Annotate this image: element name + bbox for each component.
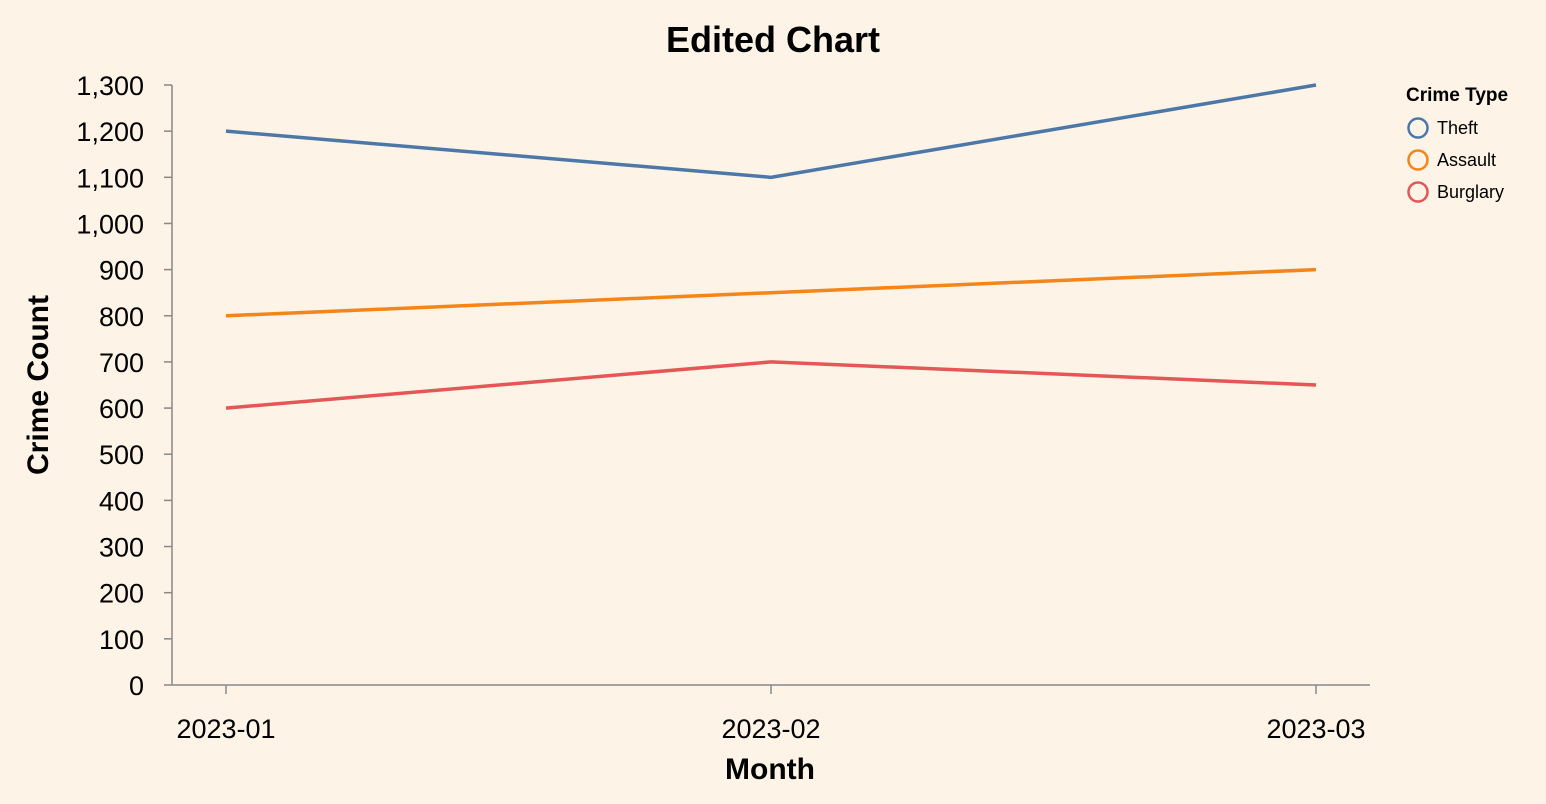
legend-label-burglary: Burglary <box>1437 182 1504 202</box>
y-tick-label: 600 <box>99 394 144 424</box>
y-tick-label: 1,000 <box>76 209 144 239</box>
y-tick-label: 300 <box>99 533 144 563</box>
legend-symbol-theft <box>1407 117 1429 139</box>
series-line-assault <box>225 267 1317 318</box>
legend: Crime Type Theft Assault Burglary <box>1406 85 1508 203</box>
series-lines <box>225 83 1317 410</box>
y-tick-label: 400 <box>99 486 144 516</box>
y-tick-label: 700 <box>99 348 144 378</box>
x-tick-label: 2023-03 <box>1266 714 1365 744</box>
y-tick-label: 1,300 <box>76 71 144 101</box>
series-line-burglary <box>225 360 1317 410</box>
y-tick-label: 500 <box>99 440 144 470</box>
y-tick-label: 800 <box>99 302 144 332</box>
y-tick-label: 0 <box>129 671 144 701</box>
chart-title: Edited Chart <box>666 19 880 60</box>
legend-label-assault: Assault <box>1437 150 1496 170</box>
x-axis-title: Month <box>725 753 815 786</box>
y-tick-label: 100 <box>99 625 144 655</box>
legend-title: Crime Type <box>1406 85 1508 106</box>
y-tick-label: 200 <box>99 579 144 609</box>
y-tick-label: 1,200 <box>76 117 144 147</box>
y-tick-label: 900 <box>99 256 144 286</box>
legend-symbol-assault <box>1407 149 1429 171</box>
y-tick-label: 1,100 <box>76 163 144 193</box>
legend-symbol-burglary <box>1407 181 1429 203</box>
y-axis: 0 100 200 300 400 500 600 700 800 900 1,000 1,100 1,… <box>76 71 173 701</box>
x-tick-label: 2023-02 <box>721 714 820 744</box>
series-line-theft <box>225 83 1317 180</box>
x-tick-label: 2023-01 <box>176 714 275 744</box>
legend-label-theft: Theft <box>1437 118 1478 138</box>
y-axis-title: Crime Count <box>22 295 55 475</box>
x-axis: 2023-01 2023-02 2023-03 <box>172 684 1370 744</box>
